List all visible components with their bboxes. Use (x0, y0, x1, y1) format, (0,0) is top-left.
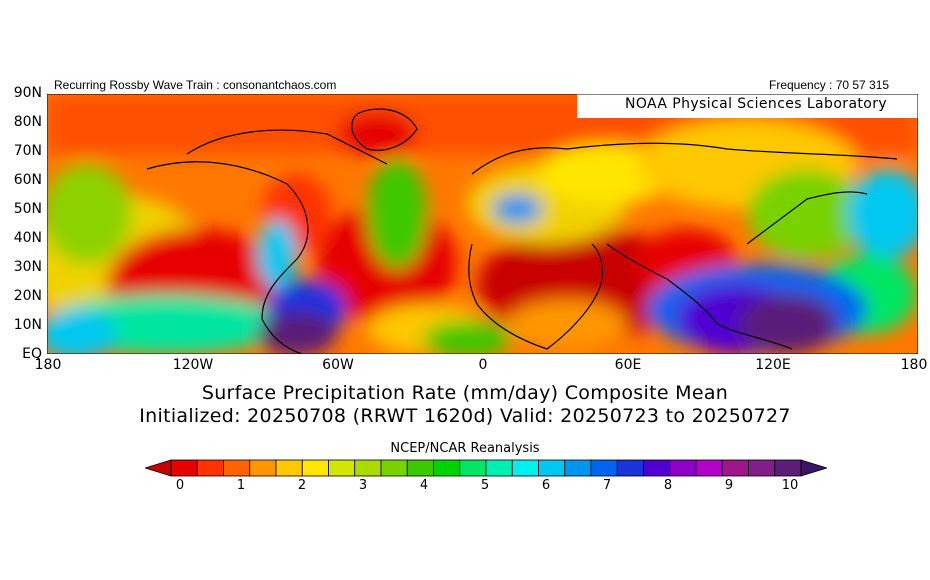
lat-label-40n: 40N (13, 230, 42, 246)
lat-label-20n: 20N (13, 288, 42, 304)
colorbar-swatch (433, 459, 461, 477)
colorbar-swatch (748, 459, 776, 477)
colorbar-swatch (695, 459, 723, 477)
lat-label-60n: 60N (13, 172, 42, 188)
colorbar-swatch (275, 459, 303, 477)
lon-label-120w: 120W (172, 357, 214, 373)
colorbar-swatch (616, 459, 644, 477)
colorbar (145, 459, 827, 477)
colorbar-swatch (590, 459, 618, 477)
colorbar-swatch (249, 459, 277, 477)
colorbar-swatch (406, 459, 434, 477)
colorbar-tick-5: 5 (480, 478, 490, 493)
lat-label-70n: 70N (13, 143, 42, 159)
map-title: Surface Precipitation Rate (mm/day) Comp… (201, 382, 729, 404)
lat-label-80n: 80N (13, 114, 42, 130)
colorbar-swatch (643, 459, 671, 477)
lat-label-eq: EQ (22, 346, 42, 362)
colorbar-swatch (485, 459, 513, 477)
lon-label-60w: 60W (322, 357, 354, 373)
lat-label-30n: 30N (13, 259, 42, 275)
colorbar-high-arrow (800, 459, 827, 477)
colorbar-swatch (511, 459, 539, 477)
colorbar-source-label: NCEP/NCAR Reanalysis (390, 441, 540, 456)
colorbar-tick-1: 1 (236, 478, 246, 493)
colorbar-swatch (301, 459, 329, 477)
lon-label-180e: 180 (900, 357, 928, 373)
lat-label-50n: 50N (13, 201, 42, 217)
colorbar-swatch (774, 459, 802, 477)
colorbar-swatch (669, 459, 697, 477)
colorbar-tick-6: 6 (541, 478, 551, 493)
colorbar-tick-10: 10 (781, 478, 799, 493)
noaa-lab-label: NOAA Physical Sciences Laboratory (625, 96, 888, 112)
colorbar-tick-2: 2 (297, 478, 307, 493)
lon-label-60e: 60E (614, 357, 642, 373)
colorbar-swatch (721, 459, 749, 477)
colorbar-tick-3: 3 (358, 478, 368, 493)
colorbar-swatch (223, 459, 251, 477)
colorbar-swatch (459, 459, 487, 477)
colorbar-swatch (328, 459, 356, 477)
colorbar-low-arrow (145, 459, 172, 477)
colorbar-tick-0: 0 (175, 478, 185, 493)
lon-label-0: 0 (478, 357, 488, 373)
colorbar-swatch (564, 459, 592, 477)
colorbar-tick-9: 9 (724, 478, 734, 493)
lat-label-10n: 10N (13, 317, 42, 333)
header-left-text: Recurring Rossby Wave Train : consonantc… (54, 78, 337, 92)
colorbar-swatch (170, 459, 198, 477)
colorbar-swatch (538, 459, 566, 477)
colorbar-tick-4: 4 (419, 478, 429, 493)
colorbar-swatch (196, 459, 224, 477)
precipitation-map (47, 94, 918, 354)
colorbar-tick-8: 8 (663, 478, 673, 493)
lon-label-120e: 120E (755, 357, 791, 373)
lat-label-90n: 90N (13, 85, 42, 101)
map-subtitle: Initialized: 20250708 (RRWT 1620d) Valid… (139, 405, 791, 427)
colorbar-tick-7: 7 (602, 478, 612, 493)
header-right-text: Frequency : 70 57 315 (769, 78, 890, 92)
lon-label-180w: 180 (34, 357, 62, 373)
colorbar-swatch (354, 459, 382, 477)
colorbar-swatch (380, 459, 408, 477)
